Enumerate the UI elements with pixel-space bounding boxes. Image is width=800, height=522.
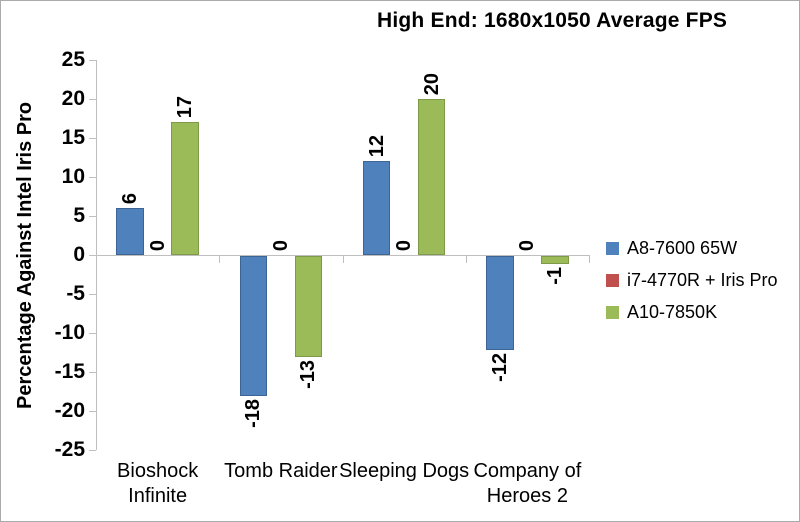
y-tick — [89, 138, 96, 139]
x-tick — [465, 255, 467, 263]
legend-swatch-icon — [606, 305, 619, 319]
y-tick — [89, 99, 96, 100]
bar — [294, 256, 323, 358]
x-axis-line — [89, 255, 589, 256]
bar — [541, 256, 569, 264]
legend-swatch-icon — [606, 273, 619, 287]
y-tick-label: 15 — [61, 126, 85, 149]
y-tick-label: -5 — [66, 282, 85, 305]
category-label: Company of Heroes 2 — [473, 460, 582, 507]
x-tick — [219, 255, 221, 263]
y-tick — [89, 294, 96, 295]
category-label: Tomb Raider — [224, 460, 338, 482]
y-tick — [89, 411, 96, 412]
y-tick — [89, 177, 96, 178]
x-tick — [96, 255, 97, 263]
category-label: Bioshock Infinite — [117, 460, 199, 507]
bar-value-label: 6 — [119, 193, 142, 205]
y-tick — [89, 255, 96, 256]
x-tick — [589, 255, 590, 263]
bar-value-label: -13 — [297, 360, 320, 390]
y-tick-label: 25 — [61, 48, 85, 71]
y-tick-label: 0 — [73, 243, 85, 266]
y-tick — [89, 60, 96, 61]
bar — [239, 256, 268, 397]
y-tick-label: 20 — [61, 87, 85, 110]
y-tick — [89, 372, 96, 373]
y-tick — [89, 333, 96, 334]
bar-value-label: 17 — [174, 96, 197, 119]
category-label: Sleeping Dogs — [339, 460, 470, 482]
bar — [362, 161, 391, 255]
y-tick-label: -15 — [54, 360, 85, 383]
y-tick-label: 5 — [73, 204, 85, 227]
legend-label: A8-7600 65W — [627, 237, 738, 258]
x-tick — [342, 255, 344, 263]
bar-value-label: 0 — [516, 239, 539, 251]
bar-value-label: -12 — [488, 352, 511, 382]
legend: A8-7600 65W i7-4770R + Iris Pro A10-7850K — [606, 232, 778, 328]
bar — [486, 256, 514, 350]
bar-value-label: 0 — [146, 239, 169, 251]
y-tick-label: -25 — [54, 438, 85, 461]
bar-value-label: 0 — [393, 239, 416, 251]
bar-value-label: -18 — [242, 399, 265, 429]
bar-value-label: 20 — [420, 72, 443, 95]
y-tick-label: -10 — [54, 321, 85, 344]
legend-item: A10-7850K — [606, 296, 778, 328]
legend-item: i7-4770R + Iris Pro — [606, 264, 778, 296]
y-tick — [89, 450, 96, 451]
legend-label: A10-7850K — [627, 301, 718, 322]
bar-value-label: 12 — [365, 135, 388, 158]
bar — [116, 208, 144, 255]
bar-value-label: -1 — [543, 266, 566, 285]
legend-swatch-icon — [606, 241, 619, 255]
bar — [171, 122, 199, 255]
y-tick-label: 10 — [61, 165, 85, 188]
y-tick-label: -20 — [54, 399, 85, 422]
bar-value-label: 0 — [269, 239, 292, 251]
chart-title: High End: 1680x1050 Average FPS — [377, 9, 728, 32]
bar — [417, 99, 446, 255]
legend-label: i7-4770R + Iris Pro — [627, 269, 778, 290]
y-tick — [89, 216, 96, 217]
legend-item: A8-7600 65W — [606, 232, 778, 264]
